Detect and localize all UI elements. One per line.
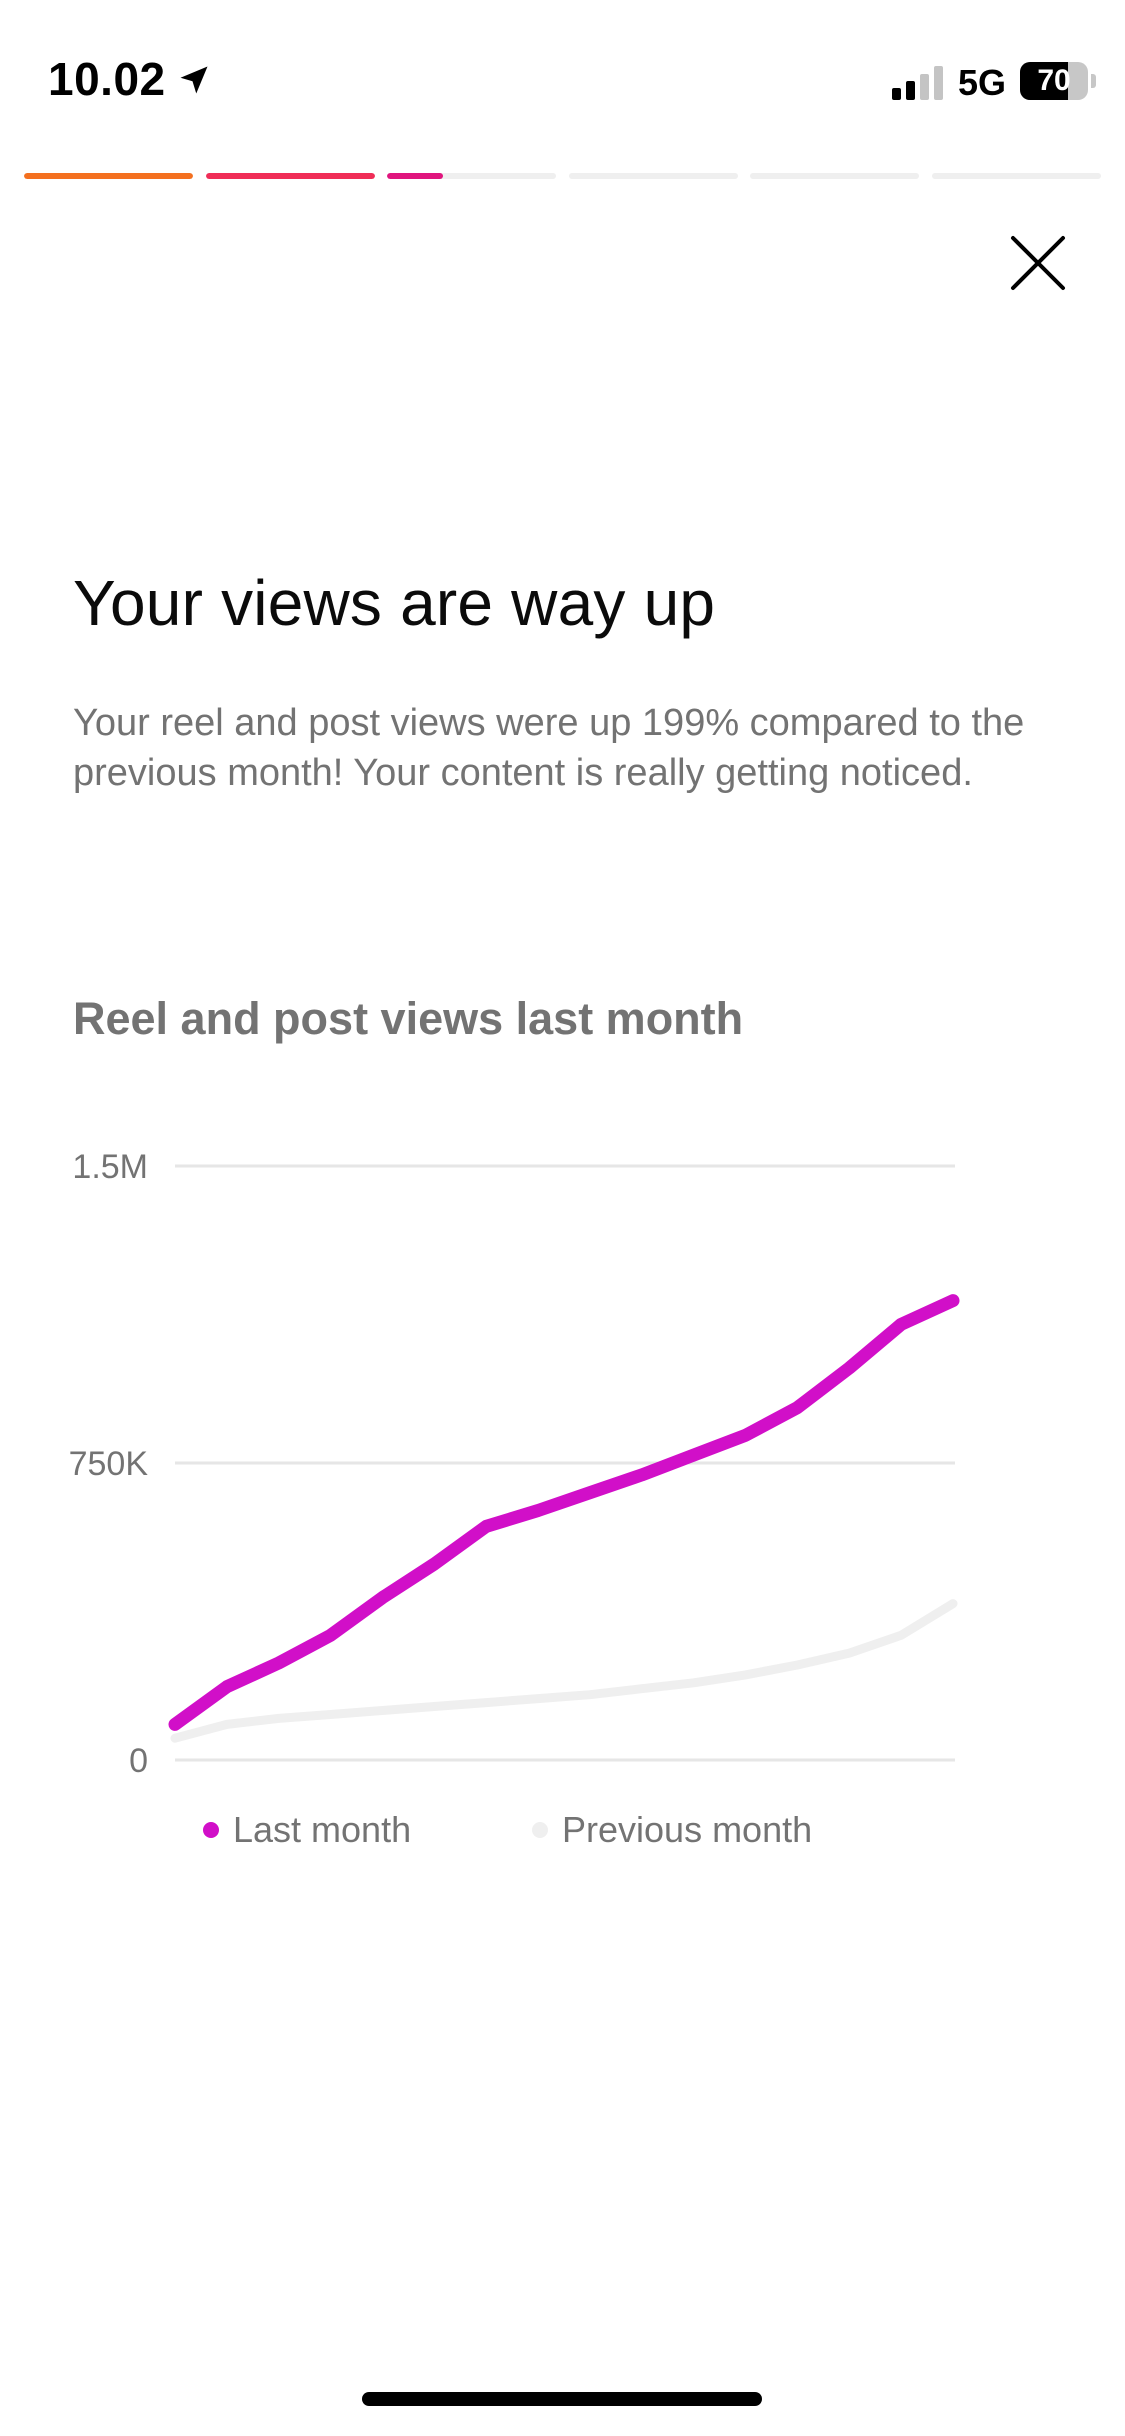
progress-segment bbox=[568, 173, 738, 179]
progress-segment bbox=[750, 173, 920, 179]
y-tick-label: 0 bbox=[129, 1742, 148, 1780]
cellular-signal-icon bbox=[892, 66, 943, 100]
progress-segment bbox=[387, 173, 557, 179]
description: Your reel and post views were up 199% co… bbox=[73, 702, 1025, 794]
status-bar: 10.02 5G 70 bbox=[0, 0, 1125, 160]
status-time: 10.02 bbox=[48, 53, 166, 105]
progress-segment-fill bbox=[24, 173, 193, 179]
battery-fill bbox=[1020, 62, 1068, 100]
series-line bbox=[168, 1294, 960, 1731]
battery-level: 70 bbox=[1037, 64, 1071, 97]
network-type: 5G bbox=[958, 62, 1007, 103]
location-arrow-icon bbox=[180, 66, 208, 94]
y-tick-label: 750K bbox=[69, 1445, 149, 1483]
progress-segment-fill bbox=[205, 173, 375, 179]
battery-cap bbox=[1091, 74, 1096, 88]
progress-segment-fill bbox=[387, 173, 443, 179]
y-tick-label: 1.5M bbox=[72, 1148, 148, 1186]
views-line-chart: 0 750K 1.5M Last month Previous month bbox=[69, 1148, 960, 1850]
home-indicator[interactable] bbox=[362, 2392, 762, 2406]
chart-title: Reel and post views last month bbox=[73, 993, 744, 1044]
legend-marker bbox=[203, 1822, 219, 1838]
story-progress-bar bbox=[24, 173, 1101, 179]
close-icon[interactable] bbox=[1005, 230, 1071, 296]
legend-label: Previous month bbox=[562, 1809, 812, 1850]
legend-marker bbox=[532, 1822, 548, 1838]
battery-icon: 70 bbox=[1020, 62, 1088, 100]
legend-label: Last month bbox=[233, 1809, 411, 1850]
progress-segment bbox=[205, 173, 375, 179]
progress-segment bbox=[24, 173, 193, 179]
headline: Your views are way up bbox=[73, 567, 716, 639]
progress-segment bbox=[932, 173, 1101, 179]
series-line bbox=[170, 1599, 958, 1743]
